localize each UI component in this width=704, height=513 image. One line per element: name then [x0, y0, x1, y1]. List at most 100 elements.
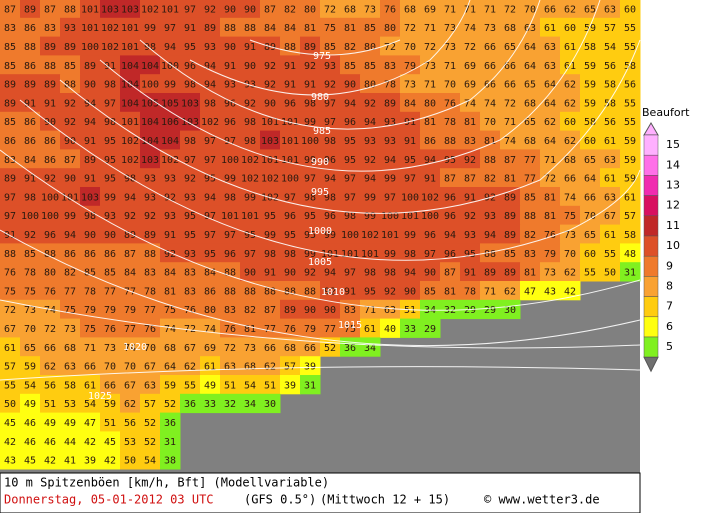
- cell-fill: [240, 187, 261, 207]
- cell-fill: [580, 205, 601, 226]
- cell-value: 65: [504, 42, 516, 53]
- cell-fill: [220, 149, 241, 169]
- cell-value: 62: [504, 286, 516, 297]
- cell-fill: [40, 17, 61, 38]
- cell-value: 76: [544, 230, 556, 241]
- cell-fill: [560, 111, 581, 132]
- cell-fill: [320, 243, 341, 263]
- cell-value: 93: [484, 211, 496, 222]
- cell-value: 95: [304, 211, 316, 222]
- cell-value: 100: [221, 155, 239, 166]
- cell-value: 88: [524, 211, 536, 222]
- cell-fill: [520, 17, 541, 38]
- cell-value: 33: [204, 399, 216, 410]
- cell-fill: [180, 187, 201, 207]
- cell-value: 102: [121, 136, 139, 147]
- cell-value: 79: [124, 305, 136, 316]
- cell-value: 103: [181, 98, 199, 109]
- cell-fill: [580, 36, 601, 56]
- cell-value: 89: [84, 155, 96, 166]
- cell-value: 92: [24, 230, 36, 241]
- cell-fill: [160, 262, 181, 282]
- cell-value: 49: [204, 380, 216, 391]
- cell-value: 66: [304, 343, 316, 354]
- cell-fill: [320, 168, 341, 188]
- cell-fill: [20, 55, 41, 75]
- cell-value: 72: [424, 42, 436, 53]
- isobar: [139, 0, 541, 130]
- cell-value: 75: [84, 324, 96, 335]
- cell-value: 78: [144, 286, 156, 297]
- cell-value: 89: [4, 174, 16, 185]
- cell-value: 91: [24, 98, 36, 109]
- cell-fill: [220, 262, 241, 282]
- cell-fill: [100, 111, 121, 132]
- cell-fill: [100, 93, 121, 113]
- cell-fill: [580, 111, 601, 132]
- cell-value: 66: [484, 80, 496, 91]
- legend-label: 7: [666, 300, 673, 313]
- cell-value: 102: [201, 117, 219, 128]
- cell-fill: [600, 224, 621, 244]
- cell-fill: [580, 168, 601, 188]
- cell-fill: [340, 0, 361, 19]
- cell-value: 98: [264, 249, 276, 260]
- cell-fill: [120, 262, 141, 282]
- cell-value: 76: [4, 268, 16, 279]
- cell-fill: [360, 0, 381, 19]
- cell-fill: [560, 168, 581, 188]
- cell-value: 85: [424, 286, 436, 297]
- isobar-label: 1000: [308, 226, 332, 237]
- cell-fill: [200, 93, 221, 113]
- cell-value: 56: [44, 380, 56, 391]
- cell-fill: [520, 36, 541, 56]
- cell-value: 62: [264, 362, 276, 373]
- cell-value: 92: [164, 249, 176, 260]
- legend-title: Beaufort: [642, 106, 690, 119]
- cell-fill: [180, 36, 201, 56]
- cell-value: 56: [124, 418, 136, 429]
- cell-fill: [100, 17, 121, 38]
- cell-value: 87: [44, 4, 56, 15]
- cell-value: 92: [324, 80, 336, 91]
- cell-fill: [0, 393, 21, 414]
- cell-fill: [220, 337, 241, 357]
- cell-value: 90: [84, 80, 96, 91]
- cell-value: 91: [224, 61, 236, 72]
- cell-fill: [520, 149, 541, 169]
- isobar-label: 1020: [123, 342, 147, 353]
- cell-value: 88: [304, 286, 316, 297]
- cell-value: 101: [361, 249, 379, 260]
- cell-value: 90: [244, 268, 256, 279]
- cell-value: 100: [141, 80, 159, 91]
- cell-fill: [620, 205, 641, 226]
- cell-value: 102: [361, 230, 379, 241]
- cell-value: 89: [84, 61, 96, 72]
- isobar-label: 975: [313, 51, 331, 62]
- cell-value: 76: [44, 286, 56, 297]
- cell-fill: [160, 412, 181, 432]
- cell-fill: [360, 205, 381, 226]
- cell-value: 91: [464, 268, 476, 279]
- cell-value: 61: [204, 362, 216, 373]
- cell-fill: [60, 375, 81, 395]
- cell-fill: [420, 318, 441, 338]
- cell-fill: [200, 281, 221, 301]
- cell-fill: [140, 356, 161, 376]
- cell-value: 98: [304, 98, 316, 109]
- cell-fill: [80, 205, 101, 226]
- cell-fill: [80, 55, 101, 75]
- cell-fill: [420, 74, 441, 94]
- cell-fill: [40, 337, 61, 357]
- cell-value: 93: [184, 192, 196, 203]
- cell-value: 29: [464, 305, 476, 316]
- cell-value: 71: [84, 343, 96, 354]
- cell-fill: [160, 168, 181, 188]
- legend-label: 10: [666, 239, 680, 252]
- cell-value: 97: [204, 155, 216, 166]
- cell-value: 50: [4, 399, 16, 410]
- cell-value: 94: [364, 174, 376, 185]
- cell-fill: [220, 224, 241, 244]
- cell-value: 95: [344, 136, 356, 147]
- cell-value: 66: [504, 80, 516, 91]
